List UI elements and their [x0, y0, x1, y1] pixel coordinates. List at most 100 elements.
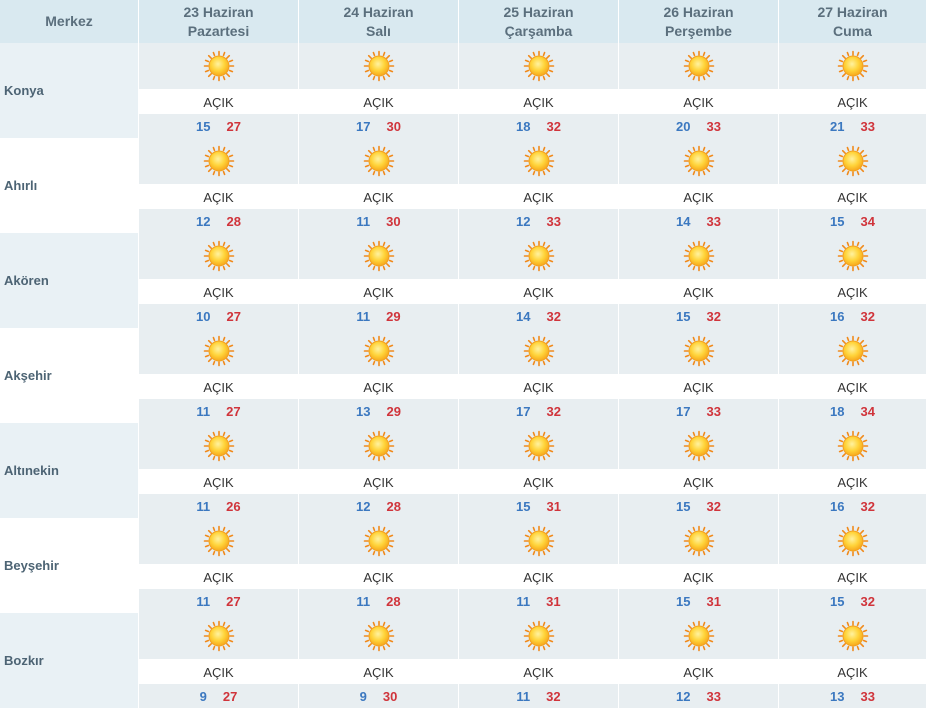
temp-min: 12	[516, 213, 531, 229]
city-name[interactable]: Bozkır	[0, 613, 139, 708]
forecast-temps: 12 33	[459, 209, 618, 233]
temp-max: 31	[706, 593, 721, 609]
temp-max: 33	[706, 403, 721, 419]
forecast-cell: AÇIK 14 33	[619, 138, 779, 233]
temp-min: 14	[676, 213, 691, 229]
forecast-cell: AÇIK 20 33	[619, 43, 779, 138]
temp-min: 15	[676, 308, 691, 324]
table-row: Ahırlı AÇIK 12 28 AÇIK 11 30 AÇIK 12 33 AÇIK 14 33 AÇ…	[0, 138, 926, 233]
forecast-cell: AÇIK 9 27	[139, 613, 299, 708]
temp-max: 32	[546, 118, 561, 134]
forecast-cell: AÇIK 11 27	[139, 328, 299, 423]
forecast-temps: 17 30	[299, 114, 458, 138]
temp-max: 29	[386, 403, 401, 419]
sun-icon	[837, 430, 869, 462]
forecast-temps: 10 27	[139, 304, 298, 328]
sun-icon	[363, 50, 395, 82]
city-name[interactable]: Akşehir	[0, 328, 139, 423]
temp-min: 9	[359, 688, 367, 704]
sun-icon	[363, 525, 395, 557]
forecast-icon-row	[139, 233, 298, 280]
sun-icon	[203, 335, 235, 367]
header-day-weekday: Cuma	[833, 22, 872, 39]
forecast-temps: 11 31	[459, 589, 618, 613]
forecast-cell: AÇIK 17 30	[299, 43, 459, 138]
sun-icon	[837, 335, 869, 367]
temp-max: 32	[546, 308, 561, 324]
temp-min: 11	[196, 403, 211, 419]
forecast-desc: AÇIK	[459, 185, 618, 209]
forecast-icon-row	[299, 613, 458, 660]
forecast-cell: AÇIK 11 29	[299, 233, 459, 328]
forecast-temps: 11 29	[299, 304, 458, 328]
temp-min: 15	[516, 498, 531, 514]
temp-max: 33	[706, 688, 721, 704]
forecast-icon-row	[619, 43, 778, 90]
sun-icon	[363, 145, 395, 177]
temp-min: 9	[199, 688, 207, 704]
table-header: Merkez 23 Haziran Pazartesi 24 Haziran S…	[0, 0, 926, 43]
temp-max: 32	[546, 688, 561, 704]
temp-max: 27	[226, 118, 241, 134]
temp-max: 33	[860, 688, 875, 704]
header-day-weekday: Çarşamba	[504, 22, 573, 39]
forecast-temps: 15 34	[779, 209, 926, 233]
forecast-cell: AÇIK 11 30	[299, 138, 459, 233]
forecast-icon-row	[779, 423, 926, 470]
forecast-desc: AÇIK	[779, 90, 926, 114]
forecast-cell: AÇIK 12 28	[299, 423, 459, 518]
temp-max: 27	[226, 403, 241, 419]
temp-max: 32	[706, 308, 721, 324]
table-body: Konya AÇIK 15 27 AÇIK 17 30 AÇIK 18 32 AÇIK 20 33 AÇI…	[0, 43, 926, 708]
temp-max: 30	[386, 118, 401, 134]
forecast-cell: AÇIK 12 33	[619, 613, 779, 708]
forecast-icon-row	[619, 328, 778, 375]
city-name[interactable]: Akören	[0, 233, 139, 328]
city-name[interactable]: Beyşehir	[0, 518, 139, 613]
temp-max: 34	[860, 403, 875, 419]
forecast-cell: AÇIK 17 32	[459, 328, 619, 423]
forecast-cell: AÇIK 12 33	[459, 138, 619, 233]
temp-min: 15	[676, 498, 691, 514]
forecast-cell: AÇIK 15 32	[779, 518, 926, 613]
temp-min: 15	[676, 593, 691, 609]
forecast-icon-row	[139, 328, 298, 375]
city-name[interactable]: Konya	[0, 43, 139, 138]
forecast-cell: AÇIK 18 32	[459, 43, 619, 138]
forecast-icon-row	[779, 138, 926, 185]
sun-icon	[683, 430, 715, 462]
forecast-cell: AÇIK 11 32	[459, 613, 619, 708]
forecast-cell: AÇIK 15 32	[619, 233, 779, 328]
forecast-temps: 15 27	[139, 114, 298, 138]
sun-icon	[683, 50, 715, 82]
temp-min: 10	[196, 308, 211, 324]
temp-min: 15	[196, 118, 211, 134]
forecast-cell: AÇIK 16 32	[779, 423, 926, 518]
sun-icon	[363, 240, 395, 272]
temp-max: 30	[382, 688, 398, 704]
city-name[interactable]: Altınekin	[0, 423, 139, 518]
forecast-cell: AÇIK 21 33	[779, 43, 926, 138]
forecast-temps: 20 33	[619, 114, 778, 138]
temp-min: 17	[516, 403, 531, 419]
forecast-desc: AÇIK	[459, 280, 618, 304]
temp-max: 28	[386, 498, 401, 514]
temp-min: 12	[676, 688, 691, 704]
forecast-desc: AÇIK	[779, 375, 926, 399]
forecast-cell: AÇIK 15 31	[459, 423, 619, 518]
sun-icon	[837, 50, 869, 82]
header-day-date: 23 Haziran	[183, 3, 254, 20]
header-day-4: 26 Haziran Perşembe	[619, 0, 779, 43]
temp-max: 33	[546, 213, 561, 229]
sun-icon	[837, 525, 869, 557]
forecast-desc: AÇIK	[299, 90, 458, 114]
header-day-3: 25 Haziran Çarşamba	[459, 0, 619, 43]
forecast-temps: 11 32	[459, 684, 618, 708]
table-row: Akören AÇIK 10 27 AÇIK 11 29 AÇIK 14 32 AÇIK 15 32 AÇ…	[0, 233, 926, 328]
temp-min: 15	[830, 593, 845, 609]
forecast-cell: AÇIK 10 27	[139, 233, 299, 328]
header-day-5: 27 Haziran Cuma	[779, 0, 926, 43]
sun-icon	[523, 525, 555, 557]
city-name[interactable]: Ahırlı	[0, 138, 139, 233]
forecast-icon-row	[299, 518, 458, 565]
